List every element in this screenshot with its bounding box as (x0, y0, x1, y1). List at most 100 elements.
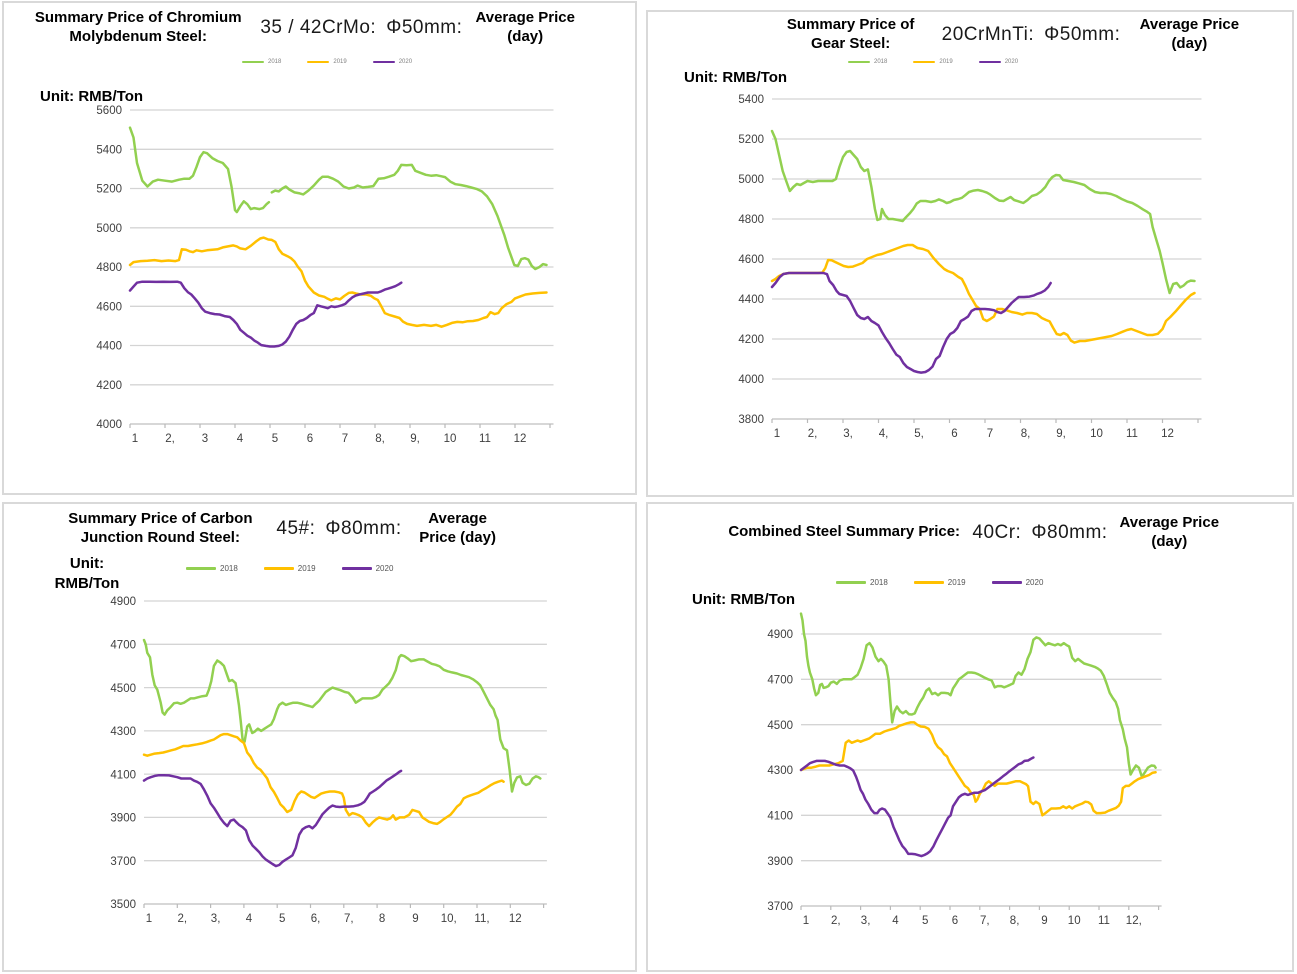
legend-item-2019: 2019 (307, 59, 347, 65)
x-axis-tick-label: 5 (922, 915, 928, 927)
x-axis-tick-label: 8, (1010, 915, 1020, 927)
y-axis-tick-label: 3900 (767, 856, 793, 868)
y-axis-tick-label: 3800 (738, 414, 764, 426)
y-axis-tick-label: 4800 (738, 214, 764, 226)
x-axis-tick-label: 11 (1126, 428, 1138, 440)
x-axis-tick-label: 8, (375, 433, 385, 445)
legend-swatch-2018 (836, 581, 866, 584)
y-axis-tick-label: 3700 (110, 856, 136, 868)
chart-title-suffix: Average Price (day) (475, 9, 575, 45)
legend-item-2018: 2018 (848, 59, 887, 65)
x-axis-tick-label: 6 (951, 428, 957, 440)
x-axis-tick-label: 9 (1041, 915, 1047, 927)
legend-label: 2020 (1025, 578, 1044, 587)
x-axis-tick-label: 2, (165, 433, 175, 445)
legend-label: 2020 (398, 59, 413, 65)
chart-title: Summary Price of Chromium Molybdenum Ste… (34, 9, 242, 45)
x-axis-tick-label: 6 (952, 915, 958, 927)
chart-panel-chromium-molybdenum-steel: Summary Price of Chromium Molybdenum Ste… (2, 1, 637, 495)
x-axis-tick-label: 9, (410, 433, 420, 445)
x-axis-tick-label: 7, (980, 915, 990, 927)
y-axis-tick-label: 5400 (96, 144, 122, 156)
legend-label: 2020 (1004, 59, 1019, 65)
legend-swatch-2020 (341, 567, 372, 570)
legend-item-2019: 2019 (913, 59, 953, 65)
x-axis-tick-label: 4 (246, 913, 253, 925)
legend-label: 2018 (870, 578, 888, 587)
chart-title-suffix: Average Price (day) (419, 510, 496, 546)
y-axis-tick-label: 4400 (738, 294, 764, 306)
y-axis-tick-label: 4300 (767, 765, 793, 777)
series-line-2020 (770, 271, 1052, 374)
legend-swatch-2020 (991, 581, 1022, 584)
chart-header: Summary Price of Chromium Molybdenum Ste… (26, 9, 578, 47)
x-axis-tick-label: 7 (342, 433, 348, 445)
legend-swatch-2019 (913, 61, 936, 63)
legend-label: 2018 (874, 59, 888, 65)
chart-legend: 2018 2019 2020 (836, 578, 1043, 587)
y-axis-tick-label: 4000 (96, 419, 122, 431)
series-line-2018 (270, 163, 548, 271)
legend-swatch-2020 (372, 61, 395, 63)
chart-title-suffix: Average Price (day) (1119, 514, 1220, 550)
chart-spec-size: Φ50mm: (1044, 23, 1121, 45)
chart-spec-size: Φ50mm: (386, 16, 463, 38)
x-axis-tick-label: 10, (441, 913, 457, 925)
x-axis-tick-label: 1 (803, 915, 809, 927)
legend-label: 2018 (220, 564, 238, 573)
chart-legend: 2018 2019 2020 (242, 59, 412, 65)
chart-spec-grade: 35 / 42CrMo: (260, 16, 377, 38)
y-axis-tick-label: 4400 (96, 341, 122, 353)
x-axis-tick-label: 1 (774, 428, 780, 440)
x-axis-tick-label: 7, (344, 913, 354, 925)
legend-label: 2019 (297, 564, 316, 573)
y-axis-tick-label: 4300 (110, 726, 136, 738)
chart-title: Summary Price of Gear Steel: (786, 16, 915, 52)
x-axis-tick-label: 1 (132, 433, 138, 445)
x-axis-tick-label: 3, (861, 915, 871, 927)
x-axis-tick-label: 10 (444, 433, 457, 445)
y-axis-tick-label: 4500 (767, 720, 793, 732)
x-axis-tick-label: 3, (843, 428, 853, 440)
x-axis-tick-label: 2, (831, 915, 841, 927)
x-axis-tick-label: 11, (474, 913, 489, 925)
x-axis-tick-label: 8, (1021, 428, 1031, 440)
y-axis-tick-label: 5200 (96, 184, 122, 196)
x-axis-tick-label: 10 (1090, 428, 1103, 440)
y-axis-tick-label: 4200 (738, 334, 764, 346)
y-axis-tick-label: 4700 (110, 640, 136, 652)
chart-legend: 2018 2019 2020 (848, 59, 1018, 65)
legend-item-2020: 2020 (991, 578, 1044, 587)
y-axis-tick-label: 4600 (96, 301, 122, 313)
legend-label: 2019 (939, 59, 953, 65)
x-axis-tick-label: 1 (146, 913, 152, 925)
chart-panel-gear-steel: Summary Price of Gear Steel: 20CrMnTi: Φ… (646, 10, 1294, 497)
legend-label: 2018 (268, 59, 282, 65)
legend-swatch-2019 (307, 61, 330, 63)
unit-label: Unit: RMB/Ton (684, 69, 788, 86)
series-line-2018 (142, 638, 542, 793)
chart-spec-grade: 40Cr: (972, 521, 1022, 543)
legend-swatch-2019 (913, 581, 944, 584)
y-axis-tick-label: 4800 (96, 262, 122, 274)
x-axis-tick-label: 4 (237, 433, 244, 445)
chart-spec-grade: 20CrMnTi: (941, 23, 1035, 45)
y-axis-tick-label: 4700 (767, 675, 793, 687)
line-chart: 4000 4200 4400 4600 4800 5000 5200 5400 5600 1 2, 3… (96, 105, 554, 445)
chart-panel-carbon-junction-round-steel: Summary Price of Carbon Junction Round S… (2, 502, 637, 972)
legend-label: 2020 (375, 564, 394, 573)
legend-swatch-2018 (242, 61, 264, 63)
y-axis-tick-label: 4100 (110, 769, 136, 781)
y-axis-tick-label: 4600 (738, 254, 764, 266)
legend-item-2018: 2018 (242, 59, 281, 65)
x-axis-tick-label: 3, (211, 913, 221, 925)
x-axis-tick-label: 4 (892, 915, 899, 927)
unit-label: Unit: RMB/Ton (40, 88, 144, 105)
y-axis-tick-label: 5200 (738, 134, 764, 146)
line-chart: 3800 4000 4200 4400 4600 4800 5000 5200 5400 1 2, 3… (738, 94, 1202, 440)
series-line-2019 (799, 721, 1157, 817)
x-axis-tick-label: 12 (514, 433, 527, 445)
x-axis-tick-label: 9, (1056, 428, 1066, 440)
series-line-2018 (799, 612, 1157, 779)
